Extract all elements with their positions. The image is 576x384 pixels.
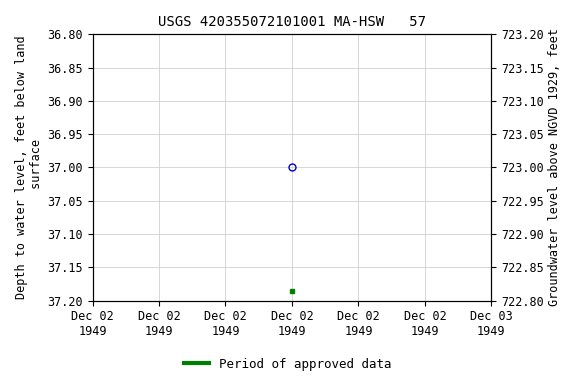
Legend: Period of approved data: Period of approved data bbox=[179, 353, 397, 376]
Title: USGS 420355072101001 MA-HSW   57: USGS 420355072101001 MA-HSW 57 bbox=[158, 15, 426, 29]
Y-axis label: Groundwater level above NGVD 1929, feet: Groundwater level above NGVD 1929, feet bbox=[548, 28, 561, 306]
Y-axis label: Depth to water level, feet below land
 surface: Depth to water level, feet below land su… bbox=[15, 36, 43, 299]
